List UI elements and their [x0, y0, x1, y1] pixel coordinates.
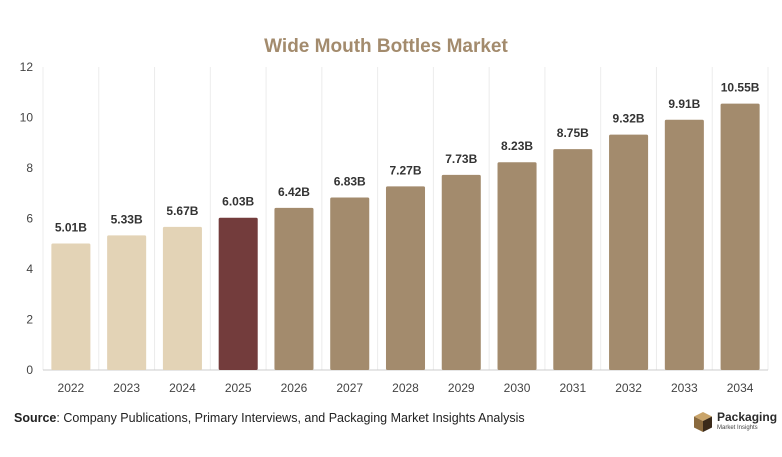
y-tick-label: 10: [20, 111, 34, 125]
bar-2026: [274, 207, 314, 370]
x-tick-label: 2022: [58, 381, 85, 395]
value-label-2028: 7.27B: [389, 163, 421, 177]
value-label-2033: 9.91B: [668, 97, 700, 111]
value-label-2029: 7.73B: [445, 152, 477, 166]
bar-2025: [218, 217, 258, 370]
source-text: : Company Publications, Primary Intervie…: [56, 411, 525, 425]
x-tick-label: 2028: [392, 381, 419, 395]
bar-2032: [609, 134, 649, 370]
bar-2033: [664, 119, 704, 371]
chart-title: Wide Mouth Bottles Market: [264, 36, 508, 57]
bar-2034: [720, 103, 760, 371]
x-tick-label: 2033: [671, 381, 698, 395]
box-logo-icon: [694, 412, 712, 432]
y-tick-labels: 0 2 4 6 8 10 12: [20, 60, 34, 377]
y-tick-label: 8: [26, 161, 33, 175]
grid-lines: [42, 67, 769, 370]
value-label-2022: 5.01B: [55, 220, 87, 234]
logo-tagline: Market Insights: [717, 425, 758, 431]
source-label: Source: [14, 411, 57, 425]
y-tick-label: 12: [20, 60, 34, 74]
x-tick-labels: 2022 2023 2024 2025 2026 2027 2028 2029 2030 2031…: [58, 381, 754, 395]
x-tick-label: 2030: [504, 381, 531, 395]
y-tick-label: 2: [26, 313, 33, 327]
value-label-2026: 6.42B: [278, 185, 310, 199]
value-label-2031: 8.75B: [557, 126, 589, 140]
value-label-2030: 8.23B: [501, 139, 533, 153]
bar-2022: [51, 243, 91, 370]
x-tick-label: 2032: [615, 381, 642, 395]
value-label-2032: 9.32B: [613, 112, 645, 126]
value-label-2025: 6.03B: [222, 195, 254, 209]
y-tick-label: 4: [26, 262, 33, 276]
value-label-2023: 5.33B: [111, 212, 143, 226]
x-tick-label: 2025: [225, 381, 252, 395]
y-tick-label: 6: [26, 212, 33, 226]
bar-2030: [497, 162, 537, 370]
bar-2023: [107, 235, 147, 370]
value-label-2024: 5.67B: [166, 204, 198, 218]
bar-2031: [553, 149, 593, 370]
y-tick-label: 0: [26, 363, 33, 377]
value-labels: 5.01B 5.33B 5.67B 6.03B 6.42B 6.83B 7.27B 7.73B…: [55, 81, 760, 235]
bar-2024: [162, 226, 202, 370]
bar-2029: [441, 174, 481, 370]
x-tick-label: 2026: [281, 381, 308, 395]
value-label-2027: 6.83B: [334, 175, 366, 189]
x-tick-label: 2024: [169, 381, 196, 395]
bar-2027: [330, 197, 370, 370]
source-note: Source: Company Publications, Primary In…: [14, 411, 525, 425]
value-label-2034: 10.55B: [721, 81, 760, 95]
x-tick-label: 2027: [336, 381, 363, 395]
x-tick-label: 2029: [448, 381, 475, 395]
bars: [51, 103, 760, 371]
x-tick-label: 2023: [113, 381, 140, 395]
x-tick-label: 2034: [727, 381, 754, 395]
logo-name: Packaging: [717, 410, 778, 424]
x-tick-label: 2031: [559, 381, 586, 395]
bar-2028: [385, 186, 426, 370]
